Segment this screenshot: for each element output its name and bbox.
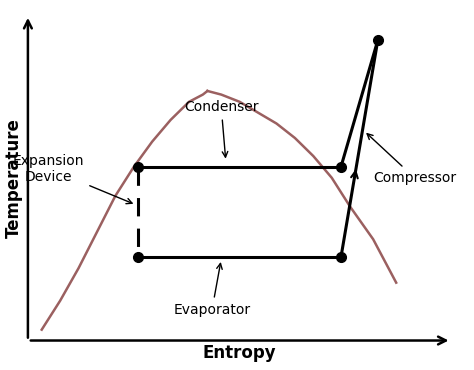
Text: Compressor: Compressor (367, 134, 456, 185)
Text: Entropy: Entropy (203, 344, 276, 362)
Text: Expansion
Device: Expansion Device (13, 154, 132, 204)
Text: Condenser: Condenser (184, 101, 258, 157)
Text: Temperature: Temperature (5, 118, 23, 238)
Text: Evaporator: Evaporator (173, 263, 251, 317)
